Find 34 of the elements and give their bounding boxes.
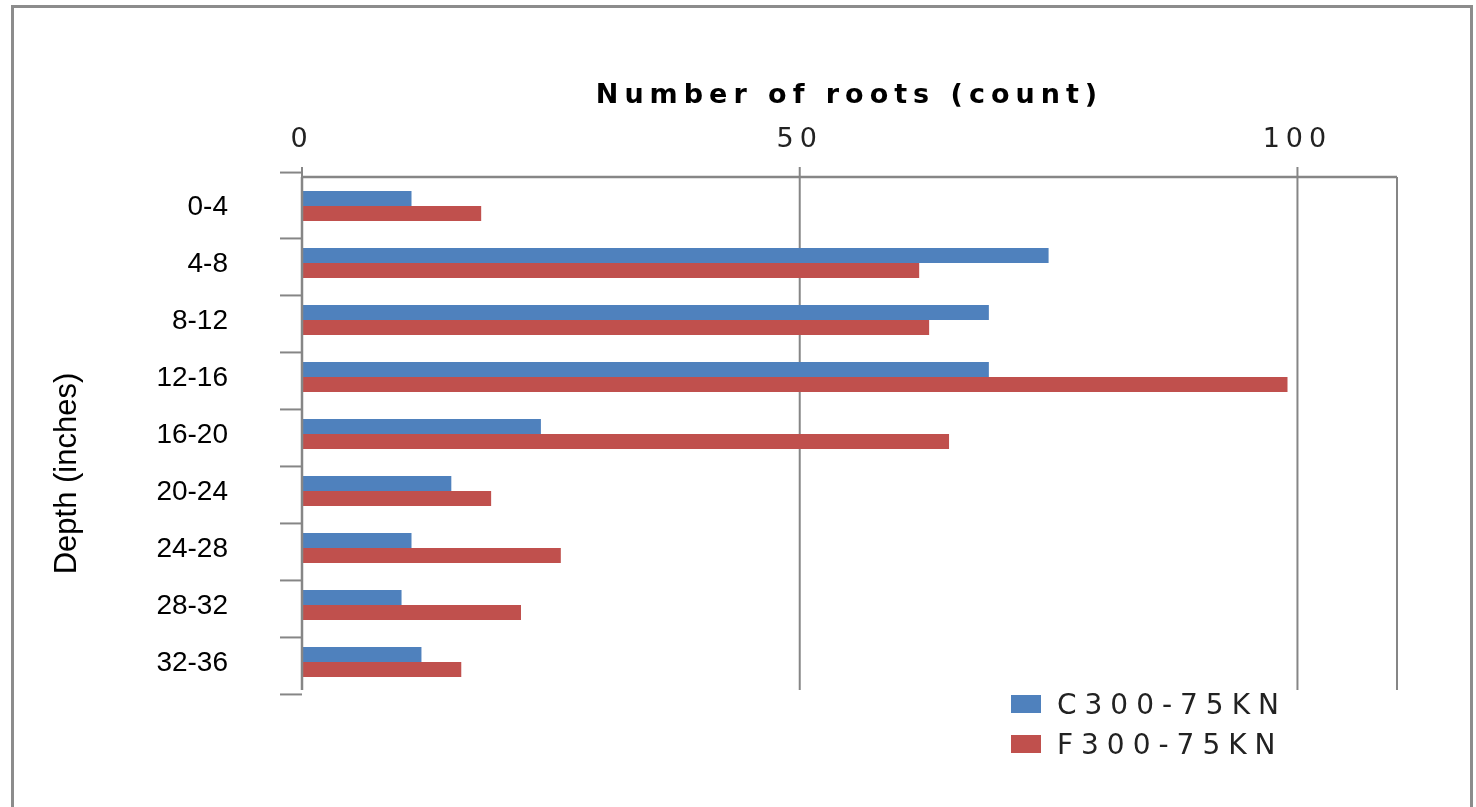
bar <box>302 434 950 449</box>
x-tick-label: 100 <box>1262 122 1333 153</box>
legend-label: F300-75KN <box>1056 727 1284 761</box>
bar <box>302 476 452 491</box>
bar <box>302 305 989 320</box>
bar <box>302 662 462 677</box>
y-tick-label: 32-36 <box>156 646 228 678</box>
bar <box>302 419 541 434</box>
bar <box>302 206 482 221</box>
y-tick-label: 8-12 <box>171 304 228 336</box>
bar <box>302 491 492 506</box>
y-tick-label: 20-24 <box>156 475 228 507</box>
bar <box>302 191 412 206</box>
bar <box>302 548 561 563</box>
bar <box>302 362 989 377</box>
x-tick-label: 0 <box>290 122 314 153</box>
y-tick-label: 4-8 <box>187 247 228 279</box>
y-axis-title: Depth (inches) <box>47 372 83 575</box>
bar <box>302 248 1049 263</box>
bar <box>302 533 412 548</box>
bar <box>302 320 930 335</box>
bar <box>302 263 920 278</box>
y-tick-label: 28-32 <box>156 589 228 621</box>
bar <box>302 590 402 605</box>
bar <box>302 605 521 620</box>
x-tick-label: 50 <box>776 122 823 153</box>
bar <box>302 377 1288 392</box>
y-tick-label: 24-28 <box>156 532 228 564</box>
y-tick-label: 12-16 <box>156 361 228 393</box>
bar <box>302 647 422 662</box>
x-axis-title: Number of roots (count) <box>595 78 1104 109</box>
y-tick-label: 0-4 <box>187 190 228 222</box>
y-tick-label: 16-20 <box>156 418 228 450</box>
legend-label: C300-75KN <box>1056 687 1287 721</box>
